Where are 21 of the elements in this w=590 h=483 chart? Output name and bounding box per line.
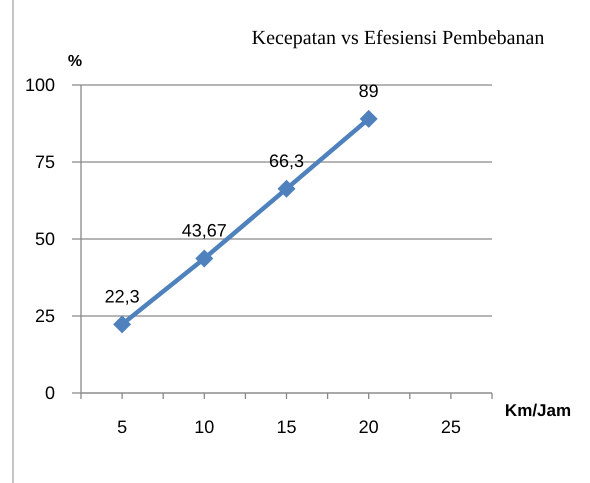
y-tick-label: 25 xyxy=(34,306,55,326)
data-label: 43,67 xyxy=(182,220,227,240)
data-label: 89 xyxy=(358,80,379,101)
x-tick-label: 10 xyxy=(194,417,214,437)
chart-title: Kecepatan vs Efesiensi Pembebanan xyxy=(252,27,544,49)
x-tick-label: 15 xyxy=(276,417,297,437)
x-tick-label: 25 xyxy=(440,417,461,437)
x-tick-label: 20 xyxy=(358,417,379,437)
point xyxy=(360,110,378,128)
x-axis-title: Km/Jam xyxy=(504,401,572,420)
y-tick-label: 100 xyxy=(24,75,55,95)
y-tick-label: 50 xyxy=(34,229,55,249)
data-label: 22,3 xyxy=(104,286,140,306)
point xyxy=(278,180,296,198)
y-tick-label: 0 xyxy=(44,383,55,403)
data-label: 66,3 xyxy=(268,150,304,171)
y-axis-title: % xyxy=(68,53,82,70)
x-tick-label: 5 xyxy=(117,417,128,437)
point xyxy=(195,249,214,268)
point xyxy=(113,315,132,334)
y-tick-label: 75 xyxy=(34,152,55,172)
